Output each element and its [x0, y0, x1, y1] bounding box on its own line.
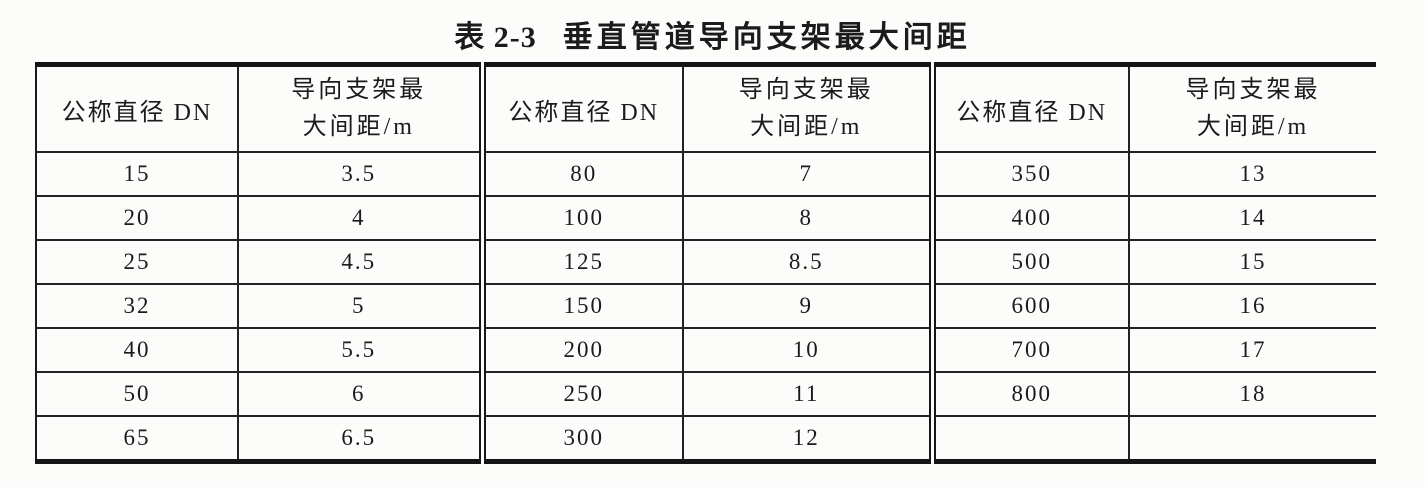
- cell-spacing: 5.5: [237, 328, 482, 373]
- cell-dn: 300: [478, 416, 683, 463]
- cell-spacing: 15: [1128, 240, 1376, 285]
- cell-dn: 65: [36, 416, 238, 463]
- cell-dn: 80: [478, 152, 683, 197]
- table-row: 40 5.5 200 10 700 17: [36, 328, 1376, 373]
- header-row: 公称直径 DN 导向支架最 大间距/m 公称直径 DN 导向支架最 大间距/m …: [36, 64, 1376, 153]
- header-spacing-1: 导向支架最 大间距/m: [237, 64, 482, 153]
- header-spacing-2: 导向支架最 大间距/m: [682, 64, 932, 153]
- cell-dn: 200: [478, 328, 683, 373]
- table-number: 表 2-3: [454, 21, 537, 54]
- cell-dn: 32: [36, 284, 238, 329]
- header-dn-3: 公称直径 DN: [928, 64, 1129, 153]
- cell-dn: 600: [928, 284, 1129, 329]
- cell-spacing: 8.5: [682, 240, 932, 285]
- table-caption: 垂直管道导向支架最大间距: [562, 21, 971, 54]
- header-dn-1: 公称直径 DN: [36, 64, 238, 153]
- cell-dn: 100: [478, 196, 683, 241]
- table-row: 20 4 100 8 400 14: [36, 196, 1376, 241]
- cell-spacing: 11: [682, 372, 932, 417]
- header-spacing-3: 导向支架最 大间距/m: [1128, 64, 1376, 153]
- table-row: 25 4.5 125 8.5 500 15: [36, 240, 1376, 285]
- table-title: 表 2-3 垂直管道导向支架最大间距: [0, 12, 1425, 56]
- cell-spacing: 4.5: [237, 240, 482, 285]
- table-row: 15 3.5 80 7 350 13: [36, 152, 1376, 197]
- cell-dn: 250: [478, 372, 683, 417]
- cell-spacing: 16: [1128, 284, 1376, 329]
- cell-dn: 350: [928, 152, 1129, 197]
- cell-spacing: 7: [682, 152, 932, 197]
- cell-dn: [928, 416, 1129, 463]
- cell-dn: 700: [928, 328, 1129, 373]
- cell-dn: 500: [928, 240, 1129, 285]
- cell-spacing: [1128, 416, 1376, 463]
- cell-dn: 50: [36, 372, 238, 417]
- cell-spacing: 8: [682, 196, 932, 241]
- cell-spacing: 9: [682, 284, 932, 329]
- header-dn-2: 公称直径 DN: [478, 64, 683, 153]
- cell-dn: 20: [36, 196, 238, 241]
- cell-dn: 40: [36, 328, 238, 373]
- guide-support-spacing-table: 公称直径 DN 导向支架最 大间距/m 公称直径 DN 导向支架最 大间距/m …: [35, 62, 1376, 464]
- cell-dn: 800: [928, 372, 1129, 417]
- cell-dn: 150: [478, 284, 683, 329]
- cell-spacing: 18: [1128, 372, 1376, 417]
- cell-spacing: 12: [682, 416, 932, 463]
- cell-dn: 15: [36, 152, 238, 197]
- cell-dn: 25: [36, 240, 238, 285]
- cell-spacing: 6.5: [237, 416, 482, 463]
- cell-spacing: 3.5: [237, 152, 482, 197]
- cell-spacing: 10: [682, 328, 932, 373]
- cell-spacing: 13: [1128, 152, 1376, 197]
- cell-spacing: 6: [237, 372, 482, 417]
- cell-spacing: 4: [237, 196, 482, 241]
- table-row: 65 6.5 300 12: [36, 416, 1376, 463]
- cell-dn: 400: [928, 196, 1129, 241]
- table-row: 32 5 150 9 600 16: [36, 284, 1376, 329]
- table-row: 50 6 250 11 800 18: [36, 372, 1376, 417]
- cell-spacing: 14: [1128, 196, 1376, 241]
- cell-dn: 125: [478, 240, 683, 285]
- cell-spacing: 5: [237, 284, 482, 329]
- cell-spacing: 17: [1128, 328, 1376, 373]
